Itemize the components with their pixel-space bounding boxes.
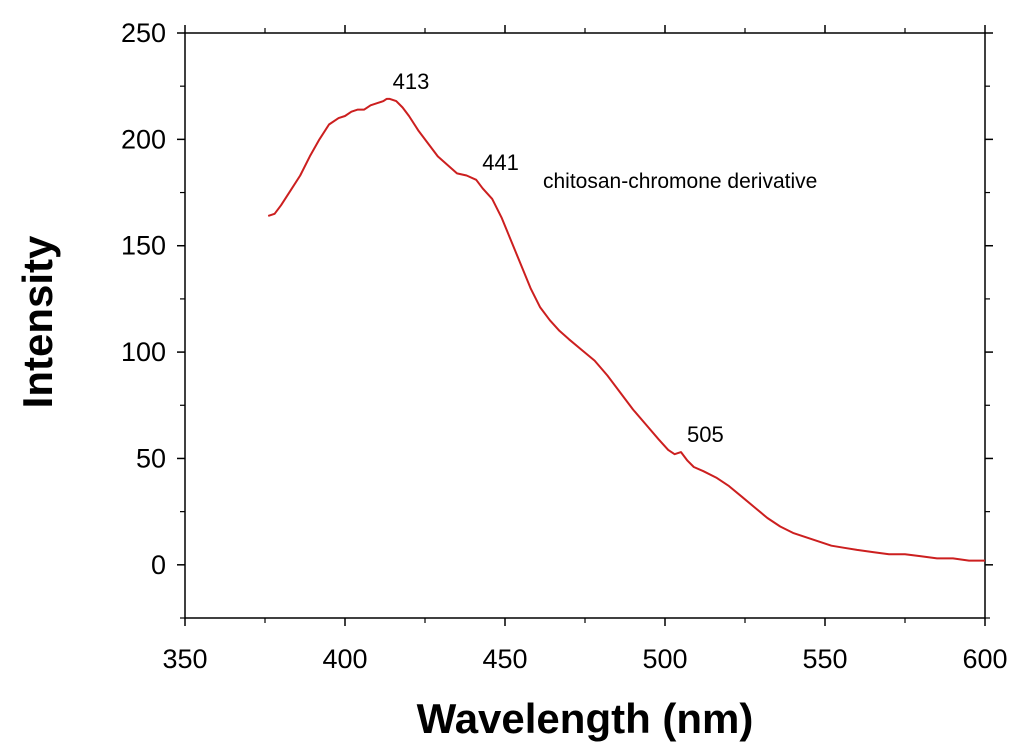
peak-annotation: 413 [393,69,430,94]
peak-annotation: 441 [482,150,519,175]
y-tick-label: 150 [121,231,166,261]
annotations: 413 441 505 [393,69,724,447]
series-group [267,97,985,562]
x-tick-label: 550 [802,644,847,674]
x-tick-label: 350 [162,644,207,674]
tick-labels: 350 400 450 500 550 600 0 50 100 150 200 250 [121,18,1008,674]
axes [184,32,986,619]
ticks [177,25,993,626]
plot-frame [184,32,986,619]
x-tick-label: 400 [322,644,367,674]
x-tick-label: 500 [642,644,687,674]
series-label: chitosan-chromone derivative [543,170,817,193]
y-tick-label: 0 [151,550,166,580]
y-tick-label: 50 [136,443,166,473]
peak-annotation: 505 [687,422,724,447]
y-axis-title: Intensity [14,235,61,408]
y-tick-label: 200 [121,124,166,154]
series-line-0 [267,97,985,562]
x-tick-label: 450 [482,644,527,674]
x-tick-label: 600 [962,644,1007,674]
x-axis-title: Wavelength (nm) [417,695,754,742]
y-tick-label: 100 [121,337,166,367]
y-tick-label: 250 [121,18,166,48]
